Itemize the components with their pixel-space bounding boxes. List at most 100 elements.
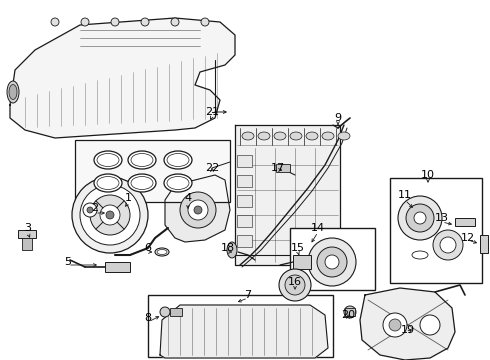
- Polygon shape: [160, 305, 328, 358]
- Circle shape: [194, 206, 202, 214]
- Circle shape: [285, 275, 305, 295]
- Ellipse shape: [131, 176, 153, 189]
- Text: 20: 20: [341, 310, 355, 320]
- Bar: [345, 308, 355, 316]
- Text: 1: 1: [124, 193, 131, 203]
- Text: 3: 3: [24, 223, 31, 233]
- Text: 18: 18: [221, 243, 235, 253]
- Circle shape: [420, 315, 440, 335]
- Text: 14: 14: [311, 223, 325, 233]
- Circle shape: [406, 204, 434, 232]
- Ellipse shape: [290, 132, 302, 140]
- Ellipse shape: [155, 248, 169, 256]
- Circle shape: [111, 18, 119, 26]
- Polygon shape: [10, 18, 235, 138]
- Circle shape: [188, 200, 208, 220]
- Ellipse shape: [164, 151, 192, 169]
- Circle shape: [83, 203, 97, 217]
- Bar: [237, 175, 252, 187]
- Text: 7: 7: [245, 290, 251, 300]
- Ellipse shape: [258, 132, 270, 140]
- Circle shape: [51, 18, 59, 26]
- Text: 2: 2: [92, 203, 98, 213]
- Circle shape: [72, 177, 148, 253]
- Text: 4: 4: [184, 193, 192, 203]
- Circle shape: [81, 18, 89, 26]
- Text: 5: 5: [65, 257, 72, 267]
- Circle shape: [180, 192, 216, 228]
- Circle shape: [279, 269, 311, 301]
- Bar: [480, 235, 488, 253]
- Text: 13: 13: [435, 213, 449, 223]
- Circle shape: [308, 238, 356, 286]
- Bar: [148, 295, 333, 357]
- Circle shape: [414, 212, 426, 224]
- Bar: [75, 140, 230, 202]
- Bar: [170, 308, 182, 316]
- Bar: [237, 155, 252, 167]
- Circle shape: [440, 237, 456, 253]
- Circle shape: [100, 205, 120, 225]
- Circle shape: [80, 185, 140, 245]
- Circle shape: [325, 255, 339, 269]
- Text: 8: 8: [145, 313, 151, 323]
- Bar: [390, 178, 482, 283]
- Ellipse shape: [242, 132, 254, 140]
- Ellipse shape: [322, 132, 334, 140]
- Ellipse shape: [227, 242, 237, 258]
- Polygon shape: [235, 125, 340, 265]
- Ellipse shape: [278, 165, 288, 171]
- Circle shape: [344, 306, 356, 318]
- Circle shape: [433, 230, 463, 260]
- Bar: [293, 255, 311, 269]
- Ellipse shape: [306, 132, 318, 140]
- Circle shape: [383, 313, 407, 337]
- Circle shape: [90, 195, 130, 235]
- Text: 6: 6: [145, 243, 151, 253]
- Circle shape: [160, 307, 170, 317]
- Text: 11: 11: [398, 190, 412, 200]
- Ellipse shape: [94, 174, 122, 192]
- Circle shape: [141, 18, 149, 26]
- Text: 9: 9: [335, 113, 342, 123]
- Circle shape: [201, 18, 209, 26]
- Ellipse shape: [167, 176, 189, 189]
- Text: 19: 19: [401, 325, 415, 335]
- Ellipse shape: [128, 174, 156, 192]
- Ellipse shape: [157, 249, 167, 255]
- Text: 17: 17: [271, 163, 285, 173]
- Polygon shape: [165, 175, 230, 242]
- Ellipse shape: [97, 153, 119, 166]
- Text: 16: 16: [288, 277, 302, 287]
- Text: 21: 21: [205, 107, 219, 117]
- Text: 12: 12: [461, 233, 475, 243]
- Ellipse shape: [167, 153, 189, 166]
- Bar: [237, 215, 252, 227]
- Bar: [455, 218, 475, 226]
- Ellipse shape: [164, 174, 192, 192]
- Circle shape: [389, 319, 401, 331]
- Bar: [290, 228, 375, 290]
- Polygon shape: [360, 288, 455, 360]
- Ellipse shape: [7, 81, 19, 103]
- Circle shape: [398, 196, 442, 240]
- Circle shape: [87, 207, 93, 213]
- Circle shape: [106, 211, 114, 219]
- Bar: [18, 230, 36, 238]
- Ellipse shape: [94, 151, 122, 169]
- Bar: [237, 235, 252, 247]
- Ellipse shape: [9, 85, 17, 99]
- Ellipse shape: [274, 132, 286, 140]
- Bar: [105, 262, 130, 272]
- Text: 10: 10: [421, 170, 435, 180]
- Ellipse shape: [131, 153, 153, 166]
- Text: 15: 15: [291, 243, 305, 253]
- Ellipse shape: [97, 176, 119, 189]
- Bar: [237, 195, 252, 207]
- Bar: [276, 164, 290, 172]
- Ellipse shape: [412, 251, 428, 259]
- Text: 22: 22: [205, 163, 219, 173]
- Bar: [22, 238, 32, 250]
- Circle shape: [171, 18, 179, 26]
- Circle shape: [317, 247, 347, 277]
